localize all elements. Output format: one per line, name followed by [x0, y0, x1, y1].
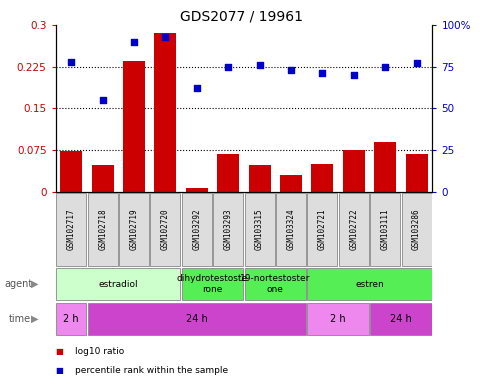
Bar: [123, 61, 145, 192]
Text: estren: estren: [355, 280, 384, 289]
Point: [350, 72, 357, 78]
Text: GSM102722: GSM102722: [349, 209, 358, 250]
Point: [412, 60, 420, 66]
Bar: [244, 193, 275, 266]
Text: 2 h: 2 h: [330, 314, 346, 324]
Bar: [60, 151, 82, 192]
Text: 2 h: 2 h: [63, 314, 79, 324]
Bar: [56, 268, 181, 300]
Bar: [307, 193, 338, 266]
Point: [287, 67, 295, 73]
Text: dihydrotestoste
rone: dihydrotestoste rone: [177, 275, 248, 294]
Text: GSM102717: GSM102717: [67, 209, 76, 250]
Point: [99, 97, 107, 103]
Bar: [244, 268, 306, 300]
Bar: [370, 193, 400, 266]
Text: ▶: ▶: [31, 279, 39, 289]
Bar: [56, 193, 86, 266]
Point: [68, 59, 75, 65]
Bar: [307, 303, 369, 334]
Bar: [56, 303, 86, 334]
Point: [130, 39, 138, 45]
Bar: [312, 164, 333, 192]
Text: ■: ■: [56, 347, 63, 356]
Bar: [280, 175, 302, 192]
Text: GSM103286: GSM103286: [412, 209, 421, 250]
Bar: [92, 165, 114, 192]
Bar: [276, 193, 306, 266]
Text: GSM103315: GSM103315: [255, 209, 264, 250]
Bar: [182, 193, 212, 266]
Text: GSM103292: GSM103292: [192, 209, 201, 250]
Bar: [217, 154, 239, 192]
Bar: [87, 303, 306, 334]
Text: ▶: ▶: [31, 314, 39, 324]
Text: GSM103293: GSM103293: [224, 209, 233, 250]
Bar: [401, 193, 432, 266]
Bar: [213, 193, 243, 266]
Bar: [406, 154, 427, 192]
Point: [193, 85, 201, 91]
Text: GSM102721: GSM102721: [318, 209, 327, 250]
Point: [319, 70, 327, 76]
Text: GSM102720: GSM102720: [161, 209, 170, 250]
Text: 24 h: 24 h: [390, 314, 412, 324]
Text: GSM102719: GSM102719: [129, 209, 139, 250]
Bar: [249, 165, 270, 192]
Text: log10 ratio: log10 ratio: [75, 347, 124, 356]
Text: time: time: [9, 314, 31, 324]
Text: GSM103111: GSM103111: [381, 209, 390, 250]
Text: percentile rank within the sample: percentile rank within the sample: [75, 366, 228, 375]
Point: [224, 64, 232, 70]
Text: ■: ■: [56, 366, 63, 375]
Bar: [182, 268, 243, 300]
Point: [161, 33, 170, 40]
Text: estradiol: estradiol: [99, 280, 138, 289]
Bar: [119, 193, 149, 266]
Bar: [150, 193, 181, 266]
Bar: [87, 193, 118, 266]
Bar: [155, 33, 176, 192]
Text: GSM103324: GSM103324: [286, 209, 296, 250]
Point: [256, 62, 264, 68]
Text: GDS2077 / 19961: GDS2077 / 19961: [180, 10, 303, 23]
Bar: [374, 142, 396, 192]
Text: GSM102718: GSM102718: [98, 209, 107, 250]
Text: 19-nortestoster
one: 19-nortestoster one: [240, 275, 311, 294]
Text: 24 h: 24 h: [186, 314, 208, 324]
Bar: [370, 303, 432, 334]
Bar: [343, 150, 365, 192]
Bar: [339, 193, 369, 266]
Bar: [186, 187, 208, 192]
Text: agent: agent: [5, 279, 33, 289]
Point: [382, 64, 389, 70]
Bar: [307, 268, 432, 300]
